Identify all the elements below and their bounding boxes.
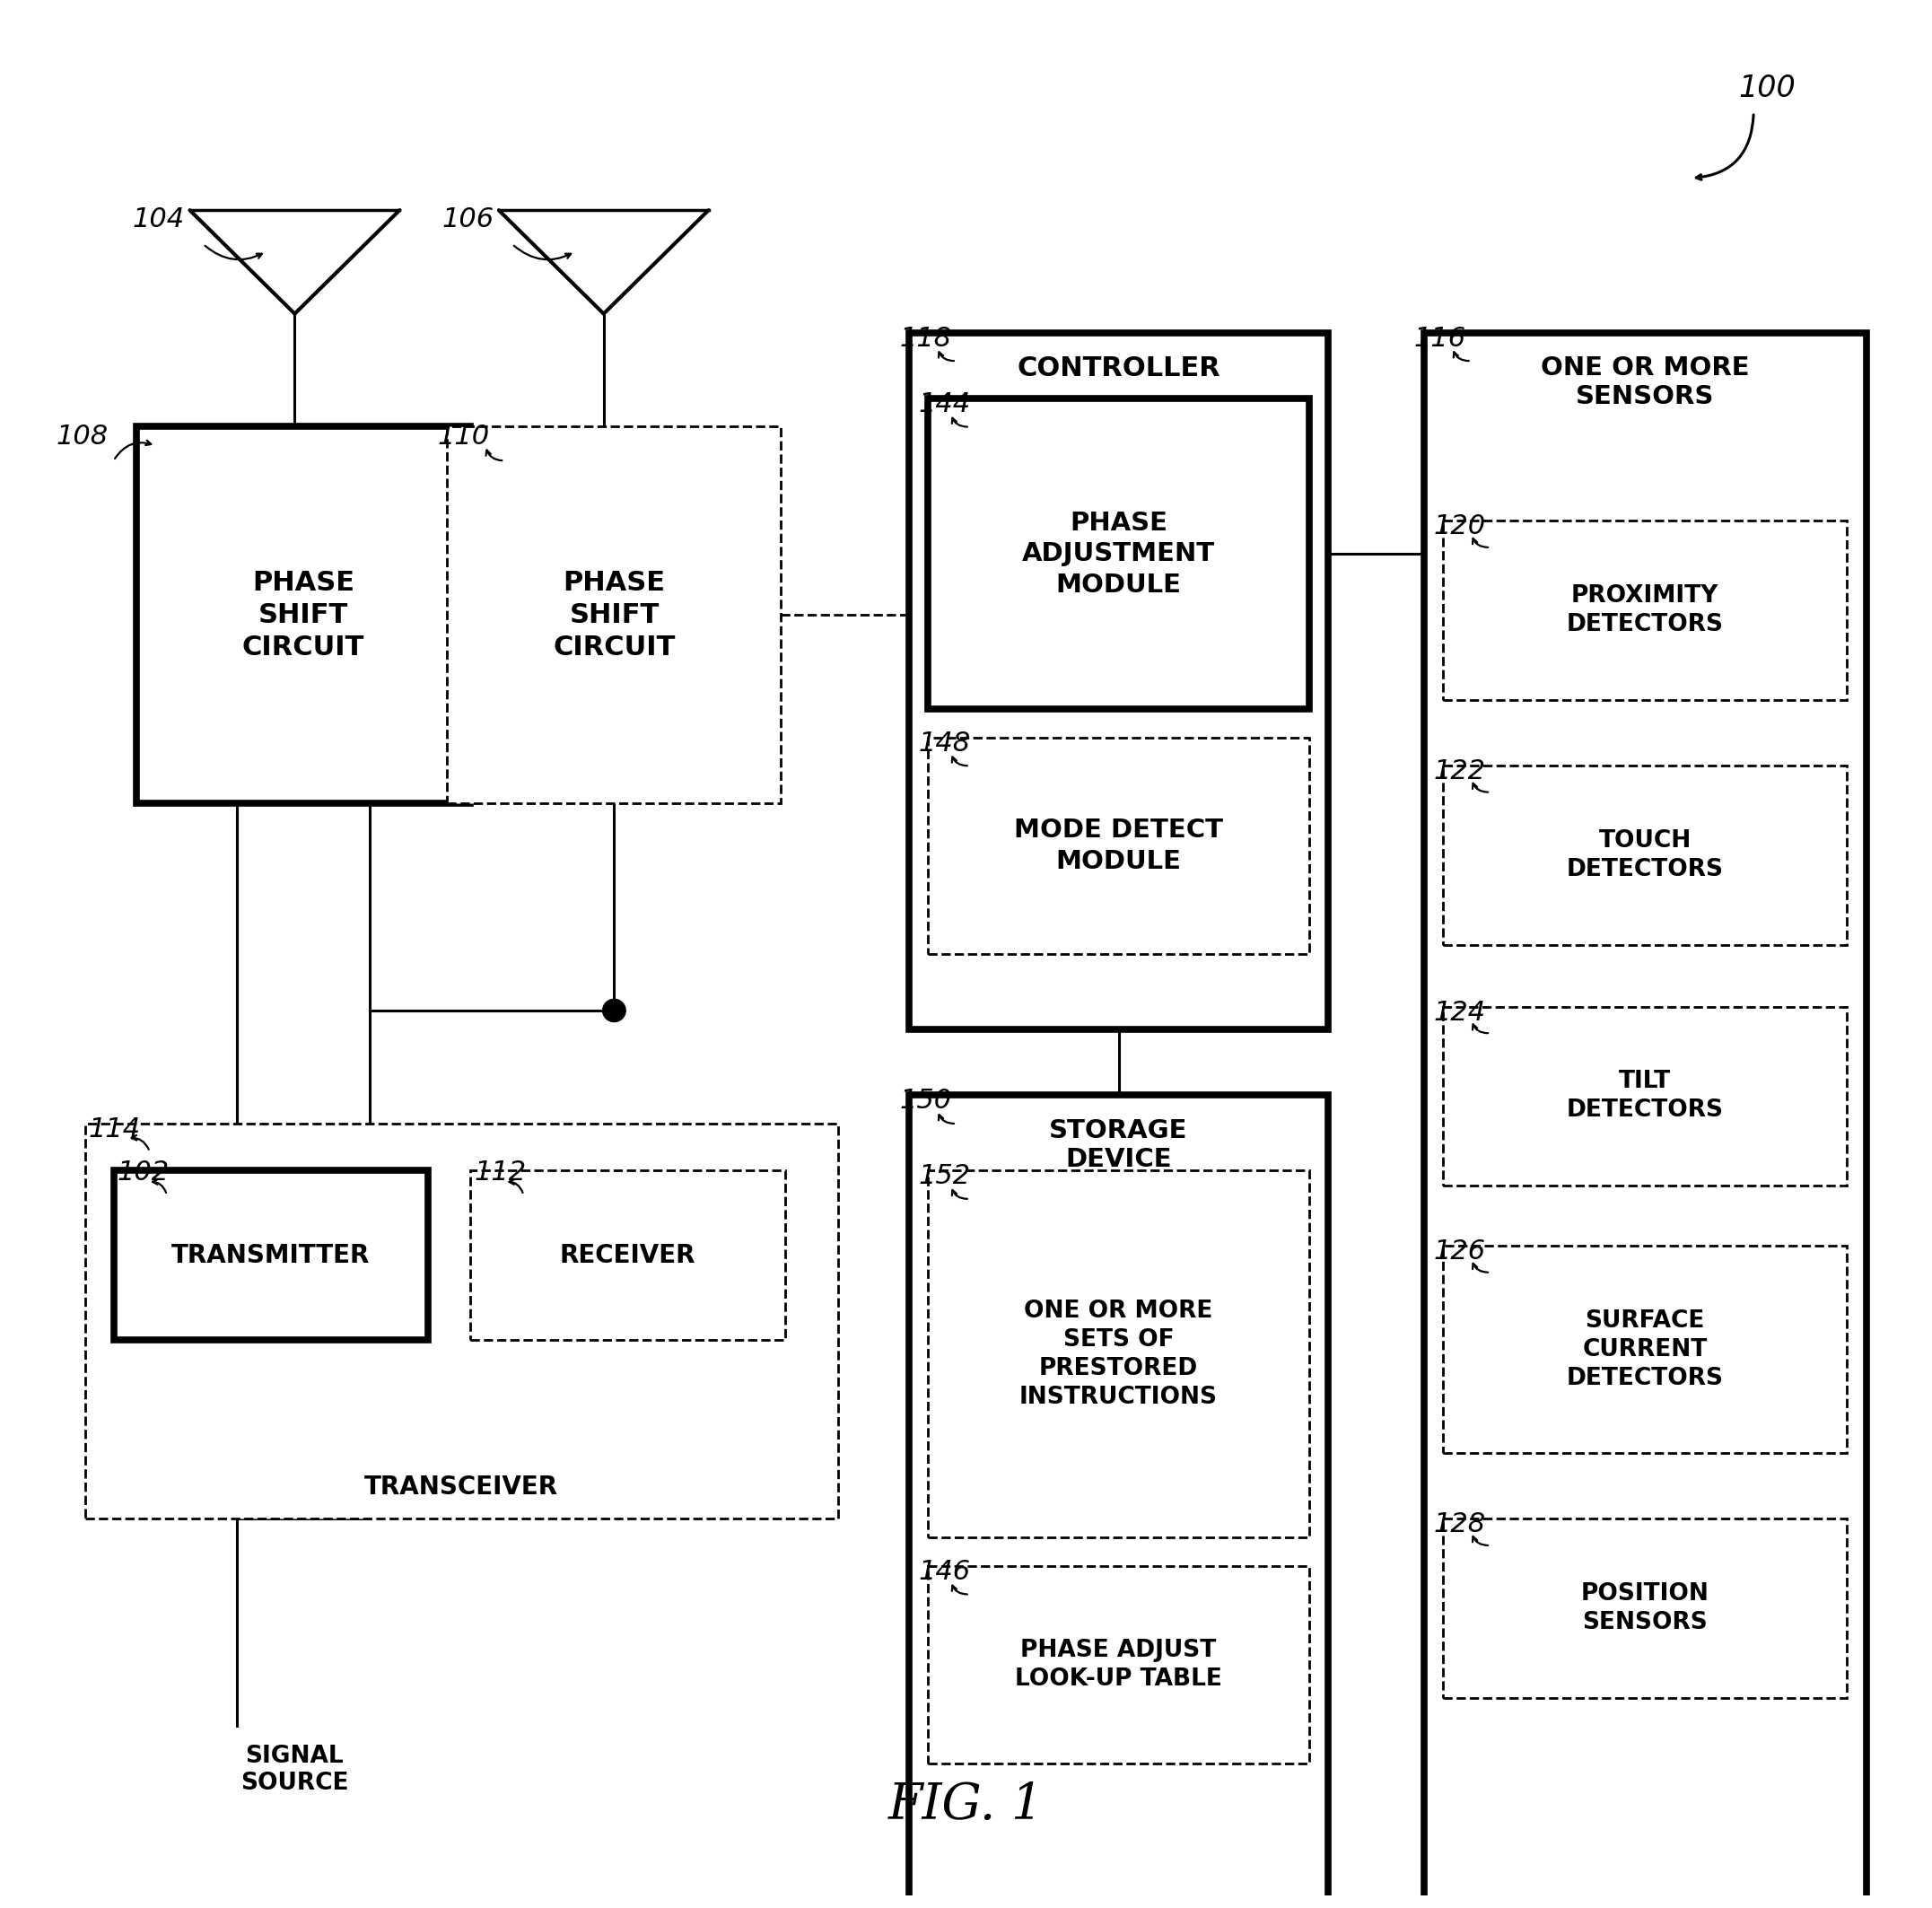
Text: 146: 146 [918, 1559, 970, 1586]
FancyBboxPatch shape [137, 427, 469, 803]
FancyBboxPatch shape [927, 738, 1310, 954]
FancyBboxPatch shape [469, 1170, 784, 1339]
Text: 120: 120 [1434, 513, 1486, 540]
Text: SURFACE
CURRENT
DETECTORS: SURFACE CURRENT DETECTORS [1567, 1309, 1723, 1389]
Text: RECEIVER: RECEIVER [560, 1242, 696, 1267]
FancyBboxPatch shape [908, 332, 1329, 1028]
Text: ONE OR MORE
SENSORS: ONE OR MORE SENSORS [1540, 355, 1748, 410]
FancyBboxPatch shape [1443, 1246, 1847, 1454]
Text: 148: 148 [918, 731, 970, 756]
FancyBboxPatch shape [448, 427, 781, 803]
Text: 150: 150 [898, 1088, 951, 1114]
Text: 128: 128 [1434, 1511, 1486, 1538]
Text: PHASE
SHIFT
CIRCUIT: PHASE SHIFT CIRCUIT [553, 570, 676, 660]
FancyBboxPatch shape [927, 1566, 1310, 1763]
FancyBboxPatch shape [1443, 1007, 1847, 1185]
FancyBboxPatch shape [1443, 765, 1847, 944]
FancyBboxPatch shape [85, 1124, 838, 1519]
FancyBboxPatch shape [1443, 1519, 1847, 1698]
Text: 116: 116 [1414, 326, 1466, 351]
Text: TOUCH
DETECTORS: TOUCH DETECTORS [1567, 830, 1723, 881]
Text: ONE OR MORE
SETS OF
PRESTORED
INSTRUCTIONS: ONE OR MORE SETS OF PRESTORED INSTRUCTIO… [1020, 1299, 1217, 1408]
FancyBboxPatch shape [1443, 521, 1847, 700]
Text: SIGNAL
SOURCE: SIGNAL SOURCE [242, 1746, 350, 1795]
Text: PROXIMITY
DETECTORS: PROXIMITY DETECTORS [1567, 584, 1723, 637]
Text: 112: 112 [473, 1160, 526, 1185]
FancyBboxPatch shape [114, 1170, 429, 1339]
Text: 102: 102 [118, 1160, 170, 1185]
Text: CONTROLLER: CONTROLLER [1016, 355, 1221, 382]
FancyBboxPatch shape [927, 399, 1310, 710]
Text: PHASE ADJUST
LOOK-UP TABLE: PHASE ADJUST LOOK-UP TABLE [1014, 1639, 1223, 1690]
Text: TILT
DETECTORS: TILT DETECTORS [1567, 1070, 1723, 1122]
Text: 118: 118 [898, 326, 951, 351]
FancyBboxPatch shape [908, 1095, 1329, 1908]
FancyBboxPatch shape [927, 1170, 1310, 1538]
Text: 122: 122 [1434, 759, 1486, 784]
Text: TRANSCEIVER: TRANSCEIVER [365, 1475, 558, 1500]
Text: 108: 108 [56, 424, 108, 450]
FancyBboxPatch shape [1424, 332, 1866, 1908]
Text: 104: 104 [133, 206, 185, 233]
Text: 152: 152 [918, 1164, 970, 1189]
Text: 110: 110 [439, 424, 491, 450]
Text: MODE DETECT
MODULE: MODE DETECT MODULE [1014, 819, 1223, 874]
Text: STORAGE
DEVICE: STORAGE DEVICE [1049, 1118, 1188, 1172]
Text: 144: 144 [918, 391, 970, 418]
Text: 126: 126 [1434, 1238, 1486, 1265]
Text: 124: 124 [1434, 1000, 1486, 1027]
Text: PHASE
SHIFT
CIRCUIT: PHASE SHIFT CIRCUIT [242, 570, 365, 660]
Text: PHASE
ADJUSTMENT
MODULE: PHASE ADJUSTMENT MODULE [1022, 509, 1215, 597]
Text: 100: 100 [1739, 73, 1795, 103]
Circle shape [603, 1000, 626, 1023]
Text: POSITION
SENSORS: POSITION SENSORS [1580, 1582, 1710, 1635]
Text: 114: 114 [89, 1116, 141, 1143]
Text: TRANSMITTER: TRANSMITTER [172, 1242, 371, 1267]
Text: 106: 106 [442, 206, 495, 233]
Text: FIG. 1: FIG. 1 [889, 1780, 1043, 1830]
